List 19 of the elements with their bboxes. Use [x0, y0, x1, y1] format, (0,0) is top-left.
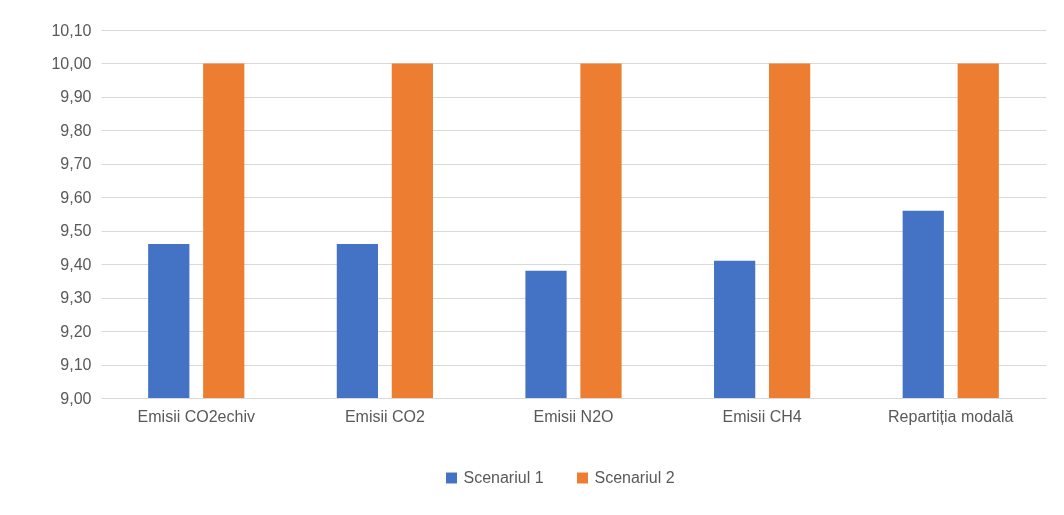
- y-tick-label: 9,10: [60, 356, 92, 374]
- x-tick-label: Emisii N2O: [533, 407, 614, 425]
- y-tick-label: 9,60: [60, 188, 92, 206]
- x-tick-label: Emisii CH4: [722, 407, 802, 425]
- y-tick-label: 9,70: [60, 155, 92, 173]
- y-tick-label: 10,00: [51, 54, 92, 72]
- x-tick-label: Emisii CO2: [344, 407, 425, 425]
- y-tick-label: 9,40: [60, 255, 92, 273]
- y-tick-label: 9,20: [60, 322, 92, 340]
- y-tick-label: 9,80: [60, 121, 92, 139]
- y-tick-label: 9,30: [60, 289, 92, 307]
- x-tick-label: Repartiția modală: [888, 407, 1014, 425]
- legend-label: Scenariul 2: [594, 469, 675, 486]
- x-tick-label: Emisii CO2echiv: [137, 407, 255, 425]
- y-tick-label: 9,00: [60, 389, 92, 407]
- y-tick-label: 9,50: [60, 222, 92, 240]
- y-tick-label: 9,90: [60, 88, 92, 106]
- legend-label: Scenariul 1: [463, 469, 544, 486]
- y-tick-label: 10,10: [51, 21, 92, 39]
